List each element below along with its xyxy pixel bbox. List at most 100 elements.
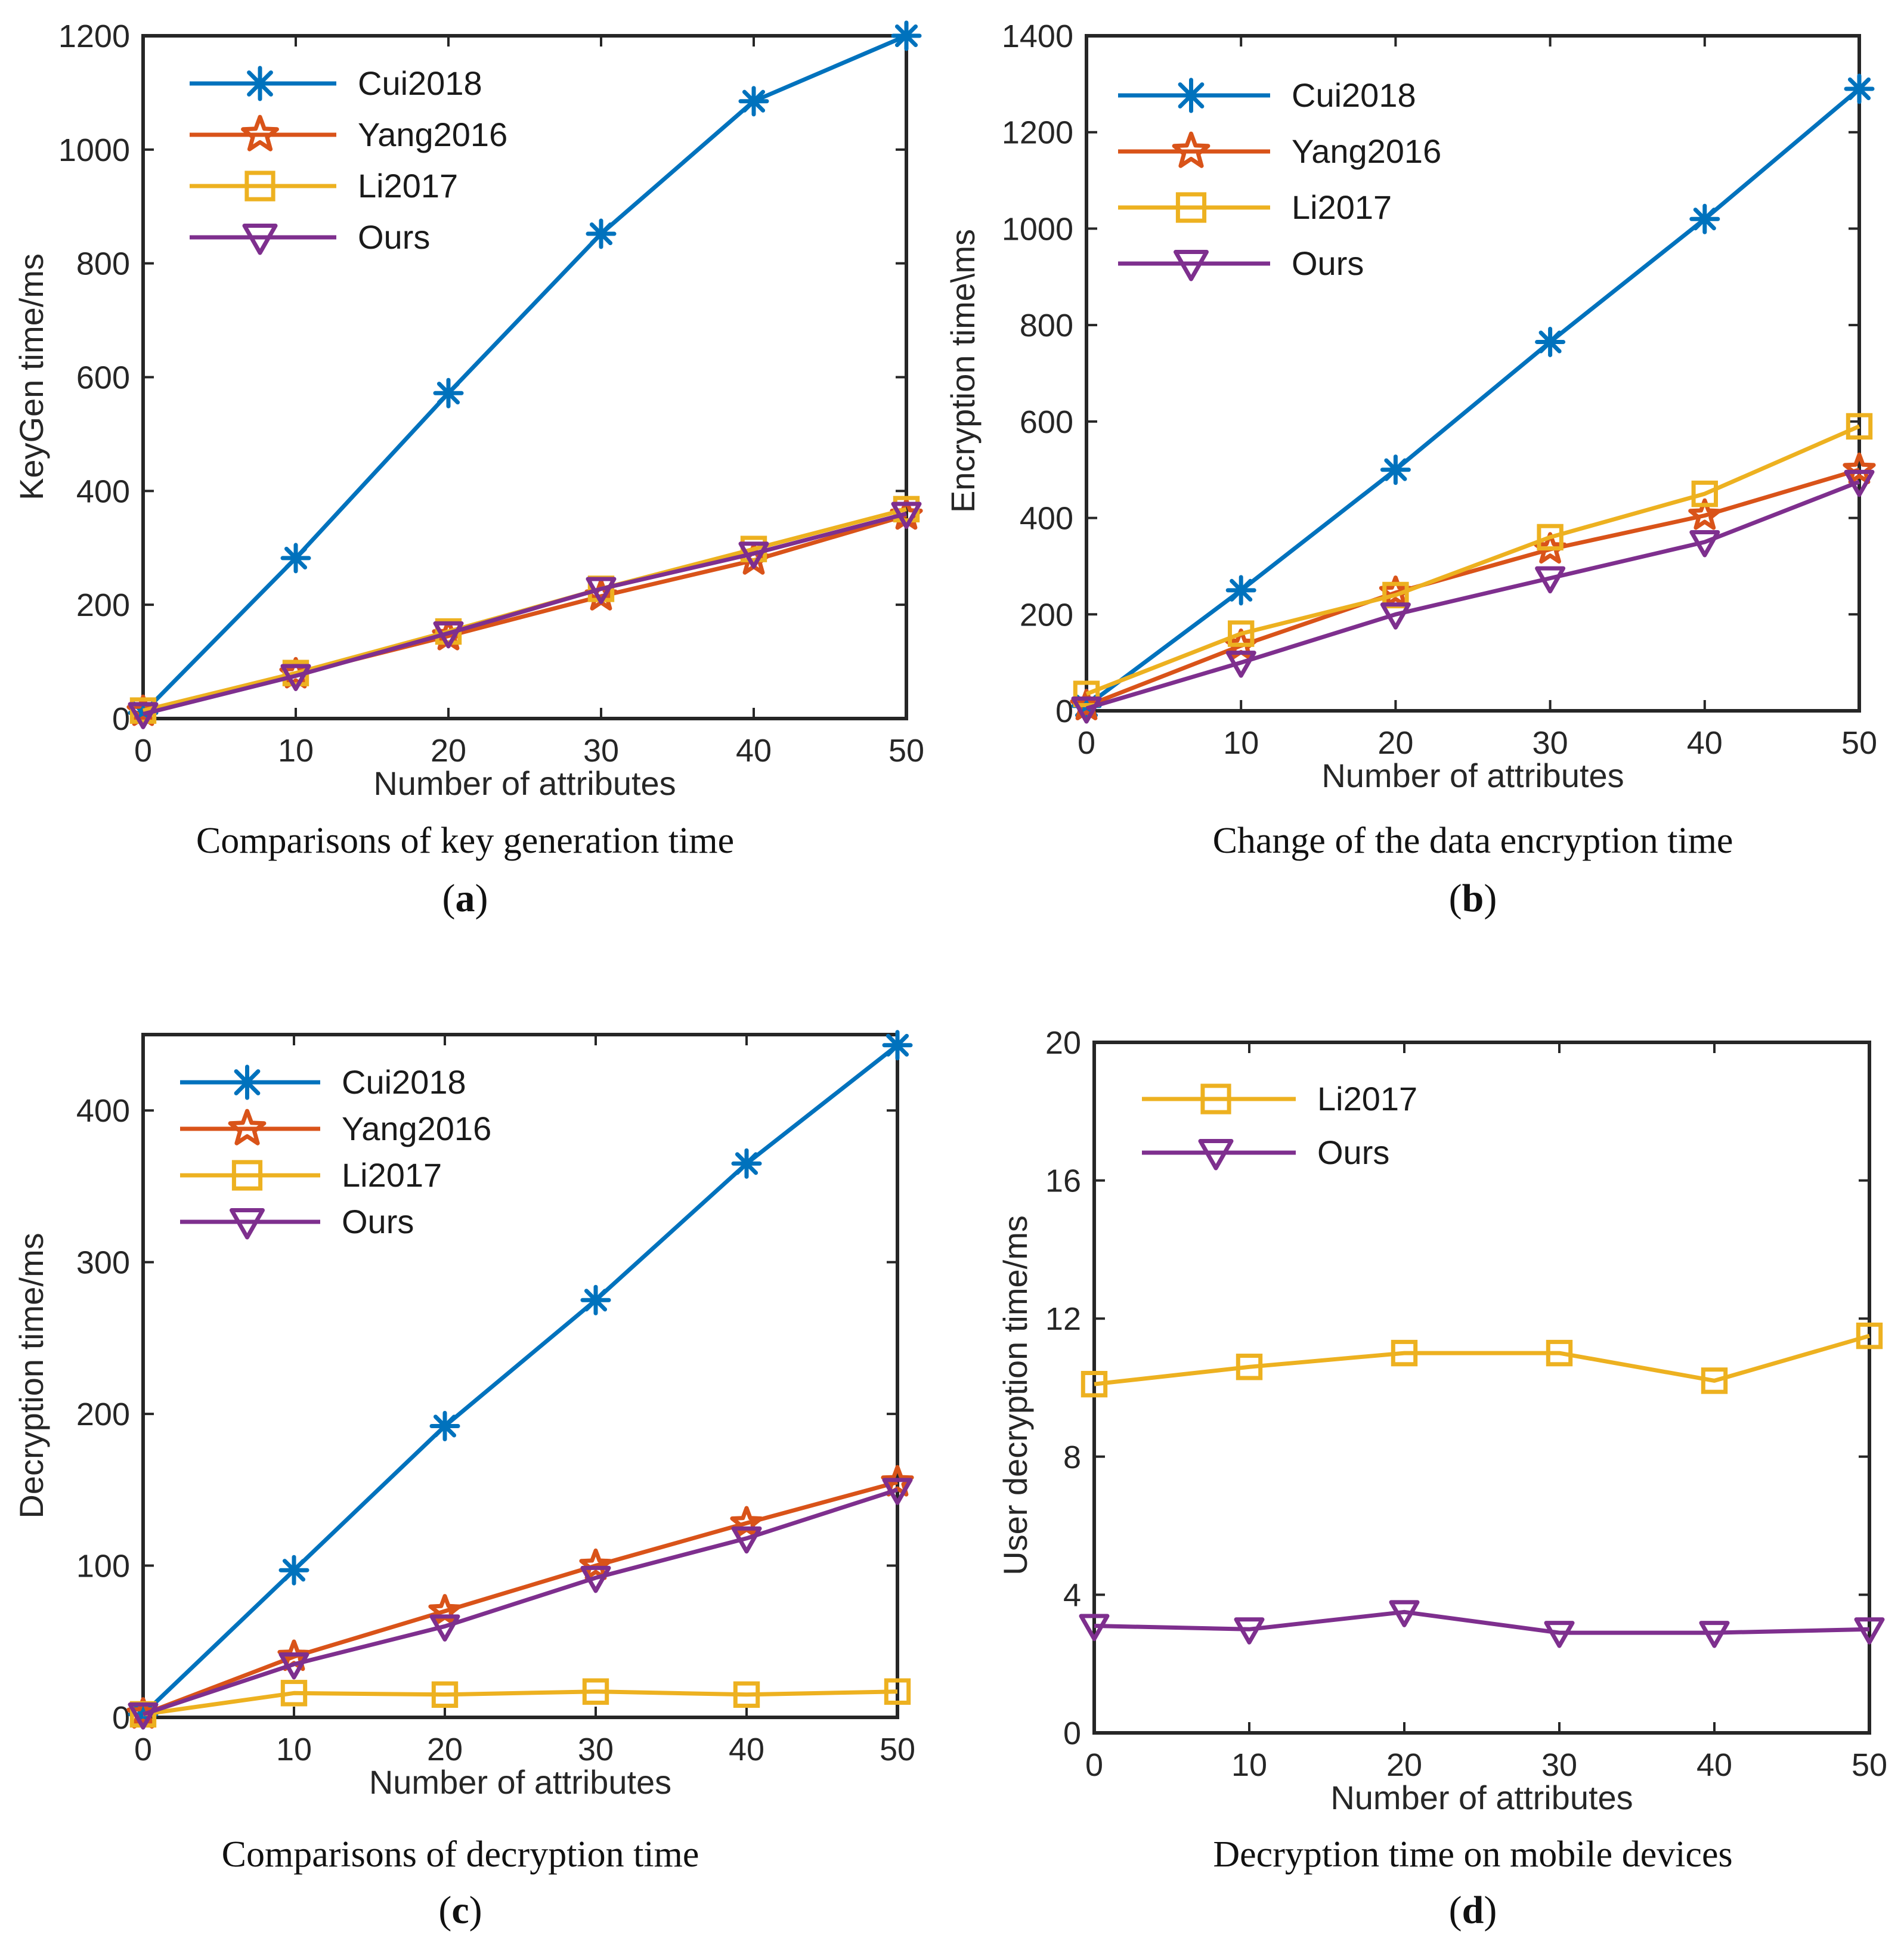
marker-yang2016-5: [1843, 452, 1876, 484]
caption-c: Comparisons of decryption time: [222, 1834, 699, 1875]
x-tick-label: 50: [1852, 1747, 1887, 1783]
marker-cui2018-1: [1225, 575, 1256, 606]
marker-ours-2: [1389, 1600, 1420, 1627]
caption-a: Comparisons of key generation time: [196, 821, 734, 861]
marker-ours-3: [1535, 566, 1566, 594]
legend-label-ours: Ours: [342, 1203, 414, 1240]
x-tick-label: 10: [278, 733, 314, 769]
series-cui2018: [128, 1030, 913, 1730]
subfigure-label-d: (d): [1449, 1889, 1497, 1932]
marker-cui2018-4: [1689, 203, 1720, 234]
legend-label-li2017: Li2017: [1317, 1080, 1417, 1117]
y-tick-label: 1200: [58, 18, 130, 54]
y-tick-label: 400: [1020, 501, 1073, 537]
marker-li2017-2: [431, 1681, 459, 1708]
marker-legend-cui2018-0: [230, 1064, 265, 1100]
marker-legend-li2017-2: [1175, 192, 1207, 223]
marker-legend-cui2018-0: [1174, 78, 1209, 113]
subfigure-letter: b: [1462, 877, 1484, 920]
legend-label-li2017: Li2017: [1292, 188, 1392, 226]
series-line-ours: [143, 512, 907, 716]
marker-li2017-5: [1856, 1322, 1883, 1349]
x-tick-label: 20: [431, 733, 466, 769]
marker-ours-1: [1225, 651, 1256, 678]
subfigure-label-a: (a): [442, 877, 488, 920]
legend-label-ours: Ours: [1292, 244, 1364, 282]
y-axis-label: Encryption time\ms: [944, 229, 982, 513]
legend-label-yang2016: Yang2016: [342, 1110, 491, 1147]
marker-li2017-0: [1073, 680, 1100, 707]
x-tick-label: 10: [276, 1732, 312, 1767]
marker-ours-5: [1844, 469, 1875, 497]
x-tick-label: 30: [583, 733, 619, 769]
y-tick-label: 600: [1020, 404, 1073, 440]
marker-cui2018-5: [1844, 73, 1875, 104]
x-tick-label: 50: [880, 1732, 915, 1767]
marker-li2017-2: [1391, 1339, 1418, 1367]
subfigure-label-b: (b): [1449, 877, 1497, 920]
marker-cui2018-2: [1380, 454, 1411, 485]
legend-label-ours: Ours: [1317, 1134, 1389, 1171]
marker-ours-2: [429, 1614, 460, 1642]
y-axis-label: KeyGen time/ms: [13, 253, 50, 500]
y-tick-label: 0: [1055, 694, 1073, 729]
x-tick-label: 20: [1377, 725, 1413, 761]
series-cui2018: [1071, 73, 1875, 722]
subfigure-letter: c: [451, 1889, 469, 1932]
y-tick-label: 0: [1063, 1716, 1081, 1751]
marker-li2017-4: [733, 1681, 760, 1708]
y-tick-label: 1000: [58, 132, 130, 168]
marker-yang2016-4: [1688, 498, 1722, 530]
series-line-yang2016: [1085, 468, 1860, 708]
marker-cui2018-2: [433, 377, 464, 408]
series-ours: [1071, 469, 1875, 724]
marker-ours-0: [128, 1702, 159, 1730]
y-tick-label: 0: [112, 1700, 130, 1736]
panel-b: 0 10 20 30 40 50 0 200 400 600 800 1000 1200 1400 Numb…: [944, 18, 1877, 920]
marker-ours-5: [1854, 1617, 1885, 1645]
marker-ours-3: [1544, 1621, 1575, 1648]
marker-li2017-1: [1228, 620, 1255, 647]
caption-b: Change of the data encryption time: [1213, 821, 1733, 861]
marker-legend-ours-1: [1198, 1139, 1234, 1171]
y-axis-label: User decryption time/ms: [996, 1215, 1034, 1575]
paren-close: ): [1484, 877, 1497, 920]
marker-ours-4: [731, 1526, 762, 1554]
y-tick-label: 400: [76, 473, 130, 509]
caption-d: Decryption time on mobile devices: [1213, 1834, 1732, 1875]
marker-ours-3: [580, 1565, 611, 1593]
y-tick-label: 600: [76, 360, 130, 396]
series-ours: [128, 1478, 913, 1730]
subfigure-letter: a: [456, 877, 475, 920]
series-ours: [128, 501, 922, 729]
marker-ours-4: [1689, 530, 1720, 558]
x-axis-label: Number of attributes: [1330, 1779, 1633, 1816]
marker-li2017-1: [280, 1680, 308, 1707]
marker-legend-ours-3: [1174, 250, 1209, 281]
y-tick-label: 4: [1063, 1577, 1081, 1613]
marker-yang2016-5: [881, 1465, 914, 1497]
series-line-ours: [1086, 479, 1860, 711]
marker-ours-4: [738, 541, 769, 569]
marker-ours-2: [433, 621, 464, 649]
marker-ours-1: [280, 664, 311, 691]
marker-ours-2: [1380, 602, 1411, 630]
marker-cui2018-5: [891, 20, 922, 51]
marker-legend-ours-3: [230, 1208, 265, 1240]
y-tick-label: 1400: [1002, 18, 1073, 54]
marker-legend-ours-3: [242, 224, 278, 255]
x-axis-label: Number of attributes: [369, 1763, 671, 1801]
marker-ours-1: [278, 1652, 309, 1680]
marker-li2017-3: [1546, 1339, 1573, 1367]
legend-label-cui2018: Cui2018: [342, 1063, 466, 1101]
marker-ours-0: [1079, 1614, 1110, 1642]
marker-ours-0: [1071, 696, 1102, 724]
subfigure-label-c: (c): [438, 1889, 482, 1932]
series-li2017: [1081, 1322, 1883, 1398]
paren-open: (: [442, 877, 456, 920]
x-tick-label: 40: [736, 733, 772, 769]
marker-ours-5: [882, 1478, 913, 1505]
y-tick-label: 100: [76, 1549, 130, 1584]
x-axis-label: Number of attributes: [373, 764, 676, 802]
